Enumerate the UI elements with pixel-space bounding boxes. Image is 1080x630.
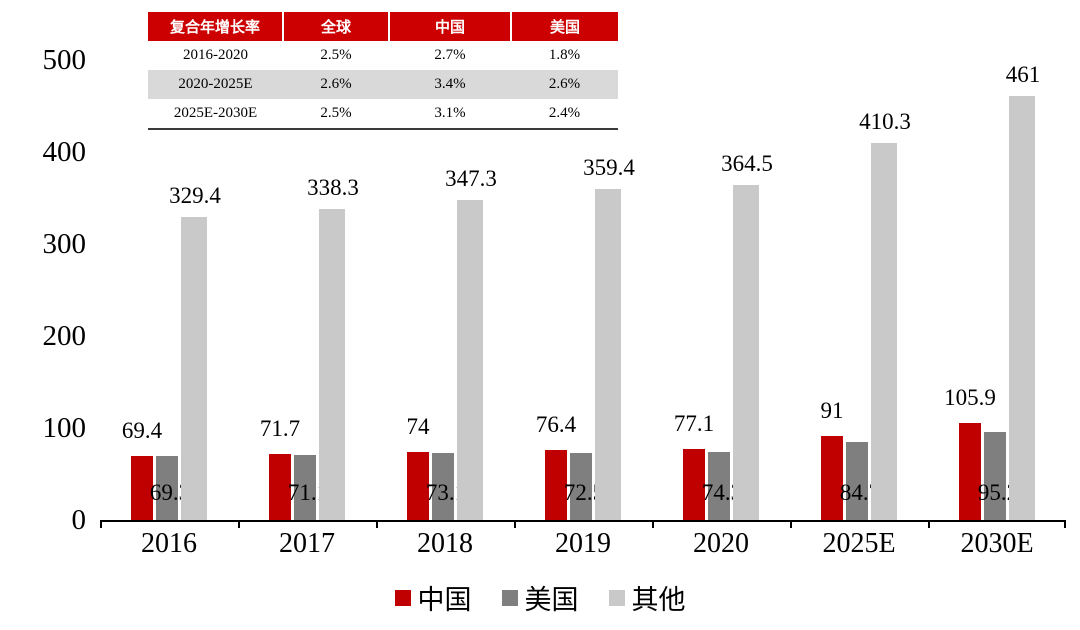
cagr-inset-table: 复合年增长率 全球 中国 美国 2016-2020 2.5% 2.7% 1.8%… bbox=[148, 12, 618, 130]
bar-group-2025E: 91 84.7 410.3 bbox=[790, 60, 928, 520]
bar-others-2016 bbox=[181, 216, 207, 520]
bar-usa-2016 bbox=[156, 456, 178, 520]
y-tick-label: 500 bbox=[42, 44, 87, 76]
x-axis-tick bbox=[100, 520, 102, 528]
bar-china-2018 bbox=[407, 451, 429, 520]
x-axis-tick bbox=[928, 520, 930, 528]
x-axis-tick bbox=[652, 520, 654, 528]
bar-usa-2030E bbox=[984, 432, 1006, 520]
x-axis-tick bbox=[238, 520, 240, 528]
value-label-others-2018: 347.3 bbox=[445, 166, 497, 192]
x-axis-tick bbox=[1064, 520, 1066, 528]
cagr-header-cell: 复合年增长率 bbox=[148, 12, 283, 41]
value-label-others-2016: 329.4 bbox=[169, 182, 221, 208]
cagr-row: 2020-2025E 2.6% 3.4% 2.6% bbox=[148, 70, 618, 99]
legend: 中国 美国 其他 bbox=[0, 578, 1080, 617]
bar-china-2016 bbox=[131, 456, 153, 520]
y-tick-label: 200 bbox=[42, 320, 87, 352]
legend-swatch-others-icon bbox=[608, 589, 625, 606]
x-tick-label-2016: 2016 bbox=[141, 528, 197, 559]
cagr-header-row: 复合年增长率 全球 中国 美国 bbox=[148, 12, 618, 41]
value-label-china-2025E: 91 bbox=[820, 398, 844, 424]
cagr-header-cell: 美国 bbox=[510, 12, 618, 41]
cagr-cell: 2.6% bbox=[511, 70, 618, 99]
cagr-cell: 2.4% bbox=[548, 105, 581, 121]
x-tick-label-2020: 2020 bbox=[693, 528, 749, 559]
value-label-others-2020: 364.5 bbox=[721, 150, 773, 176]
bar-group-2016: 69.4 69.3 329.4 bbox=[100, 60, 238, 520]
cagr-cell: 2.5% bbox=[320, 47, 352, 63]
value-label-china-2020: 77.1 bbox=[673, 411, 715, 437]
bar-usa-2019 bbox=[570, 453, 592, 520]
legend-label-usa: 美国 bbox=[524, 585, 579, 615]
bar-group-2018: 74 73.1 347.3 bbox=[376, 60, 514, 520]
value-label-china-2019: 76.4 bbox=[535, 411, 577, 437]
y-axis: 0 100 200 300 400 500 bbox=[0, 45, 92, 535]
bar-china-2019 bbox=[545, 449, 567, 520]
value-label-china-2016: 69.4 bbox=[121, 418, 163, 444]
plot-area: 69.4 69.3 329.4 71.7 71.1 338.3 74 73.1 347.3 76.… bbox=[100, 60, 1066, 528]
y-tick-label: 0 bbox=[71, 504, 87, 536]
bar-usa-2020 bbox=[708, 451, 730, 520]
legend-item-others: 其他 bbox=[608, 578, 686, 617]
cagr-cell: 3.1% bbox=[434, 105, 466, 121]
bar-others-2030E bbox=[1009, 95, 1035, 520]
legend-label-others: 其他 bbox=[631, 585, 686, 615]
bar-china-2020 bbox=[683, 449, 705, 520]
x-axis-tick bbox=[514, 520, 516, 528]
cagr-row: 2025E-2030E 2.5% 3.1% 2.4% bbox=[148, 99, 618, 129]
bar-usa-2017 bbox=[294, 454, 316, 520]
value-label-china-2030E: 105.9 bbox=[944, 384, 996, 410]
value-label-others-2030E: 461 bbox=[1005, 61, 1041, 87]
legend-item-usa: 美国 bbox=[501, 578, 579, 617]
y-tick-label: 400 bbox=[42, 136, 87, 168]
x-tick-label-2018: 2018 bbox=[417, 528, 473, 559]
y-tick-label: 100 bbox=[42, 412, 87, 444]
cagr-cell: 1.8% bbox=[548, 47, 581, 63]
bar-group-2019: 76.4 72.5 359.4 bbox=[514, 60, 652, 520]
cagr-row: 2016-2020 2.5% 2.7% 1.8% bbox=[148, 41, 618, 70]
x-tick-label-2025E: 2025E bbox=[822, 528, 896, 559]
legend-label-china: 中国 bbox=[417, 585, 472, 615]
bar-group-2020: 77.1 74.3 364.5 bbox=[652, 60, 790, 520]
cagr-row-label: 2016-2020 bbox=[183, 47, 248, 63]
bar-others-2025E bbox=[871, 142, 897, 520]
value-label-others-2019: 359.4 bbox=[583, 155, 635, 181]
bar-group-2030E: 105.9 95.2 461 bbox=[928, 60, 1066, 520]
bar-others-2020 bbox=[733, 184, 759, 520]
bar-others-2017 bbox=[319, 208, 345, 520]
legend-item-china: 中国 bbox=[394, 578, 472, 617]
x-tick-label-2030E: 2030E bbox=[960, 528, 1034, 559]
cagr-row-label: 2025E-2030E bbox=[173, 105, 258, 121]
value-label-others-2025E: 410.3 bbox=[859, 108, 911, 134]
cagr-cell: 2.7% bbox=[434, 47, 466, 63]
y-tick-label: 300 bbox=[42, 228, 87, 260]
cagr-header-cell: 全球 bbox=[282, 12, 389, 41]
cagr-cell: 2.5% bbox=[320, 105, 352, 121]
bar-china-2030E bbox=[959, 422, 981, 520]
bar-china-2025E bbox=[821, 436, 843, 520]
cagr-cell: 3.4% bbox=[389, 70, 511, 99]
bar-usa-2018 bbox=[432, 452, 454, 520]
value-label-china-2017: 71.7 bbox=[259, 416, 301, 442]
cagr-row-label: 2020-2025E bbox=[148, 70, 283, 99]
value-label-others-2017: 338.3 bbox=[307, 174, 359, 200]
bar-others-2019 bbox=[595, 189, 621, 520]
x-tick-label-2017: 2017 bbox=[279, 528, 335, 559]
x-axis-labels: 2016 2017 2018 2019 2020 2025E 2030E bbox=[100, 528, 1066, 560]
value-label-china-2018: 74 bbox=[406, 413, 430, 439]
bar-usa-2025E bbox=[846, 442, 868, 520]
cagr-cell: 2.6% bbox=[283, 70, 389, 99]
bar-china-2017 bbox=[269, 454, 291, 520]
cagr-header-cell: 中国 bbox=[388, 12, 511, 41]
legend-swatch-china-icon bbox=[394, 589, 411, 606]
bar-group-2017: 71.7 71.1 338.3 bbox=[238, 60, 376, 520]
x-axis-tick bbox=[376, 520, 378, 528]
x-axis-tick bbox=[790, 520, 792, 528]
bar-others-2018 bbox=[457, 200, 483, 520]
x-tick-label-2019: 2019 bbox=[555, 528, 611, 559]
legend-swatch-usa-icon bbox=[501, 589, 518, 606]
